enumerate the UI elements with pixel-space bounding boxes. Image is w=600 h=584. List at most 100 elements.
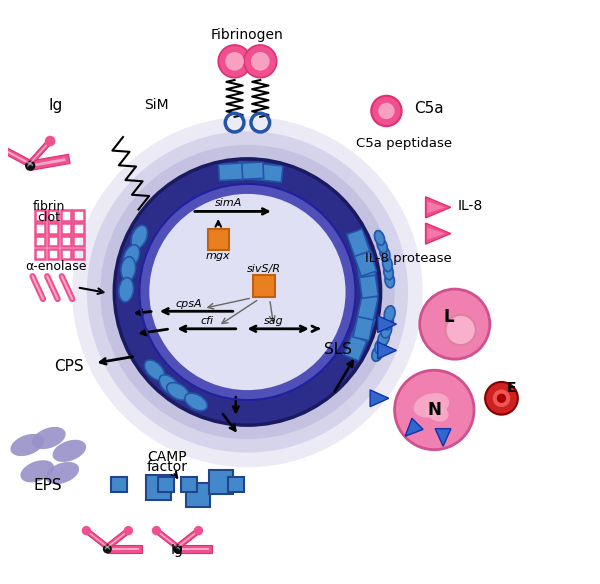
Text: Ig: Ig	[49, 98, 63, 113]
FancyBboxPatch shape	[181, 477, 197, 492]
Polygon shape	[105, 527, 128, 552]
Circle shape	[149, 194, 346, 390]
Text: IL-8: IL-8	[458, 199, 483, 213]
Bar	[344, 333, 368, 361]
Polygon shape	[435, 429, 451, 446]
Text: CPS: CPS	[55, 359, 84, 374]
Polygon shape	[175, 530, 199, 550]
Polygon shape	[105, 530, 128, 550]
Polygon shape	[175, 527, 199, 552]
Text: clot: clot	[37, 211, 61, 224]
Ellipse shape	[426, 404, 449, 422]
Bar	[358, 294, 378, 320]
Text: SLS: SLS	[324, 342, 352, 357]
Circle shape	[497, 394, 506, 403]
Text: mgx: mgx	[206, 251, 230, 261]
Polygon shape	[377, 342, 397, 359]
Circle shape	[395, 370, 474, 450]
Bar	[237, 161, 262, 180]
Text: N: N	[427, 401, 441, 419]
Ellipse shape	[53, 440, 86, 462]
FancyBboxPatch shape	[111, 477, 127, 492]
Text: E: E	[507, 381, 517, 395]
Circle shape	[251, 52, 269, 71]
Ellipse shape	[32, 427, 65, 449]
Bar	[239, 162, 264, 179]
Polygon shape	[28, 140, 50, 168]
Polygon shape	[157, 530, 180, 550]
Ellipse shape	[46, 462, 79, 484]
Ellipse shape	[413, 393, 449, 418]
Bar	[258, 164, 283, 182]
Circle shape	[100, 145, 395, 439]
FancyBboxPatch shape	[185, 483, 210, 507]
Circle shape	[45, 135, 55, 147]
Ellipse shape	[378, 331, 389, 346]
Bar	[353, 249, 377, 276]
Text: fibrin: fibrin	[32, 200, 65, 213]
Circle shape	[420, 289, 490, 359]
Ellipse shape	[374, 231, 385, 245]
Ellipse shape	[381, 322, 392, 338]
Ellipse shape	[384, 306, 395, 322]
Text: α-enolase: α-enolase	[26, 260, 87, 273]
Polygon shape	[3, 145, 33, 169]
Polygon shape	[3, 148, 33, 166]
Circle shape	[194, 526, 203, 536]
Ellipse shape	[145, 360, 164, 380]
Text: sivS/R: sivS/R	[247, 263, 281, 274]
Circle shape	[218, 45, 251, 78]
Circle shape	[25, 161, 35, 171]
Ellipse shape	[372, 346, 383, 361]
Bar	[353, 314, 374, 340]
Ellipse shape	[377, 238, 387, 253]
Text: cpsA: cpsA	[176, 298, 202, 309]
Circle shape	[173, 544, 182, 554]
Text: cfi: cfi	[200, 316, 213, 326]
Text: simA: simA	[215, 198, 242, 208]
Text: sag: sag	[264, 316, 284, 326]
Ellipse shape	[375, 338, 386, 354]
Ellipse shape	[385, 273, 394, 288]
Text: Fibrinogen: Fibrinogen	[211, 28, 284, 42]
Circle shape	[152, 526, 161, 536]
Bar	[359, 273, 379, 298]
Circle shape	[72, 117, 422, 467]
FancyBboxPatch shape	[146, 475, 171, 500]
Polygon shape	[425, 223, 451, 244]
FancyBboxPatch shape	[208, 229, 229, 250]
Ellipse shape	[20, 460, 54, 482]
Ellipse shape	[131, 225, 148, 249]
Bar	[347, 229, 370, 256]
Circle shape	[371, 96, 401, 126]
Ellipse shape	[121, 257, 136, 281]
Circle shape	[139, 184, 355, 400]
Circle shape	[82, 526, 91, 536]
Bar	[356, 252, 376, 277]
Ellipse shape	[119, 277, 133, 302]
Text: L: L	[443, 308, 454, 326]
Circle shape	[225, 52, 244, 71]
Circle shape	[114, 159, 380, 425]
Circle shape	[493, 390, 510, 407]
Bar	[352, 314, 376, 342]
Circle shape	[378, 103, 395, 119]
Polygon shape	[34, 158, 65, 166]
Bar	[218, 163, 243, 180]
Ellipse shape	[185, 393, 208, 411]
Circle shape	[0, 144, 8, 155]
Circle shape	[485, 382, 518, 415]
Ellipse shape	[10, 434, 44, 456]
Polygon shape	[405, 418, 423, 436]
Text: EPS: EPS	[34, 478, 62, 493]
Circle shape	[124, 526, 133, 536]
Polygon shape	[178, 545, 212, 553]
Circle shape	[244, 45, 277, 78]
Polygon shape	[107, 545, 142, 553]
Polygon shape	[181, 548, 209, 550]
Polygon shape	[156, 527, 180, 552]
Text: SiM: SiM	[145, 98, 169, 112]
Circle shape	[87, 131, 408, 453]
Ellipse shape	[384, 265, 393, 280]
Circle shape	[445, 315, 476, 345]
